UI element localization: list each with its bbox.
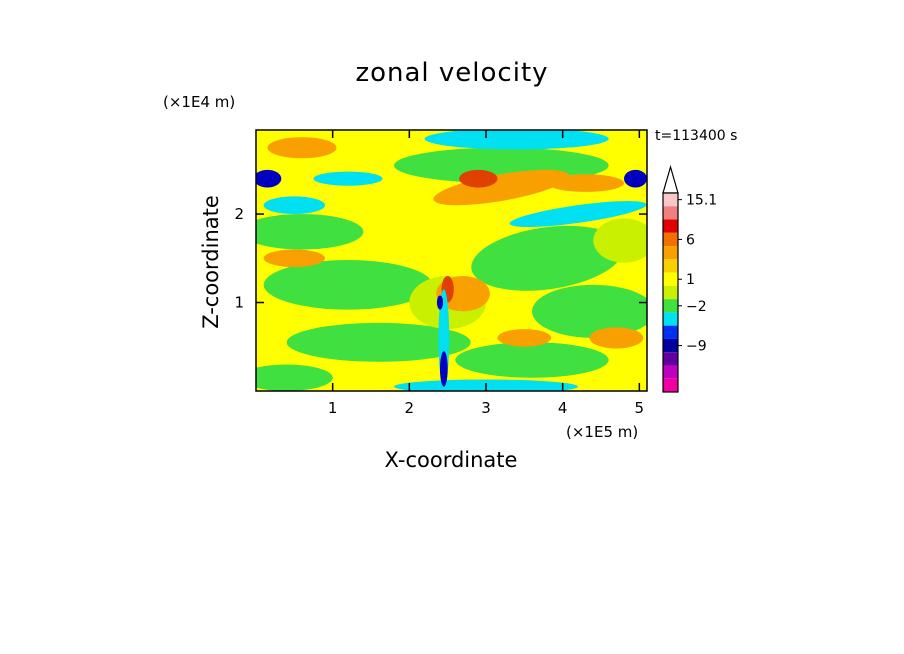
colorbar-swatch: [663, 246, 678, 260]
x-tick-label: 1: [328, 399, 338, 417]
colorbar: 15.1 6 1 −2 −9: [662, 164, 717, 393]
field-region: [547, 174, 625, 192]
field-region: [313, 171, 383, 186]
plot-frame: [255, 129, 648, 392]
field-region: [424, 130, 609, 150]
colorbar-label: 6: [686, 232, 695, 248]
field-region: [589, 327, 644, 349]
field-region: [263, 260, 433, 310]
field-region: [286, 322, 471, 362]
field-region: [497, 329, 552, 347]
colorbar-swatch: [663, 352, 678, 366]
field-region: [433, 169, 570, 206]
x-axis-unit: (×1E5 m): [566, 423, 639, 441]
colorbar-swatch: [663, 378, 678, 392]
field-region: [256, 169, 282, 188]
time-label: t=113400 s: [655, 128, 738, 144]
y-tick-label: 1: [234, 294, 244, 312]
colorbar-swatch: [663, 193, 678, 207]
field-region: [624, 169, 647, 188]
colorbar-label: 1: [686, 272, 695, 288]
x-tick-label: 5: [635, 399, 645, 417]
colorbar-label: −2: [686, 299, 707, 315]
field-region: [593, 218, 647, 263]
field-region: [436, 295, 444, 310]
colorbar-swatch: [663, 365, 678, 379]
field-region: [471, 225, 624, 291]
x-axis-label: X-coordinate: [384, 448, 518, 472]
field-region: [455, 342, 609, 378]
colorbar-swatch: [663, 219, 678, 233]
colorbar-swatch: [663, 285, 678, 300]
colorbar-label: −9: [686, 339, 707, 355]
y-axis-ticks: 12: [234, 205, 647, 312]
y-tick-label: 2: [234, 205, 244, 223]
field-region: [440, 351, 448, 387]
x-tick-label: 2: [405, 399, 415, 417]
colorbar-swatch: [663, 299, 678, 313]
field-region: [459, 169, 498, 188]
velocity-field: [256, 130, 647, 391]
y-axis-unit: (×1E4 m): [163, 93, 236, 111]
field-region: [263, 249, 326, 268]
x-tick-label: 3: [481, 399, 491, 417]
colorbar-label: 15.1: [686, 193, 717, 209]
field-region: [532, 284, 647, 338]
field-region: [509, 201, 647, 228]
colorbar-swatch: [663, 338, 678, 353]
x-axis-ticks: 1 2 3 4 5: [328, 130, 644, 417]
field-region: [256, 214, 364, 250]
colorbar-swatch: [663, 312, 678, 326]
colorbar-swatch: [663, 206, 678, 220]
colorbar-extend-cap: [662, 164, 679, 194]
chart-title: zonal velocity: [355, 58, 549, 88]
colorbar-swatch: [663, 232, 678, 247]
colorbar-swatch: [663, 272, 678, 286]
field-region: [256, 364, 333, 391]
x-tick-label: 4: [558, 399, 568, 417]
colorbar-swatch: [663, 259, 678, 273]
field-region: [267, 137, 337, 159]
field-region: [263, 196, 326, 215]
colorbar-swatch: [663, 325, 678, 339]
colorbar-frame: [662, 192, 679, 393]
